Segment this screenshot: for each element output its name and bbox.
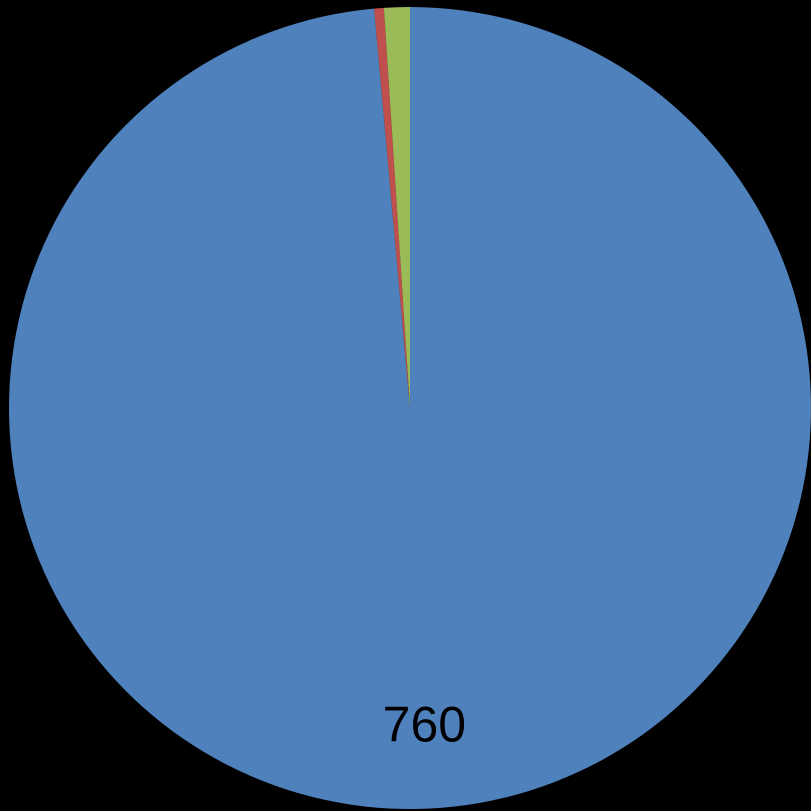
pie-slice-2 (383, 6, 410, 408)
pie-slice-0-label: 760 (383, 697, 466, 753)
pie-slice-1 (374, 7, 410, 408)
pie-data-labels: 760 (383, 697, 466, 753)
pie-slice-0 (8, 7, 811, 809)
pie-slices (8, 6, 811, 809)
